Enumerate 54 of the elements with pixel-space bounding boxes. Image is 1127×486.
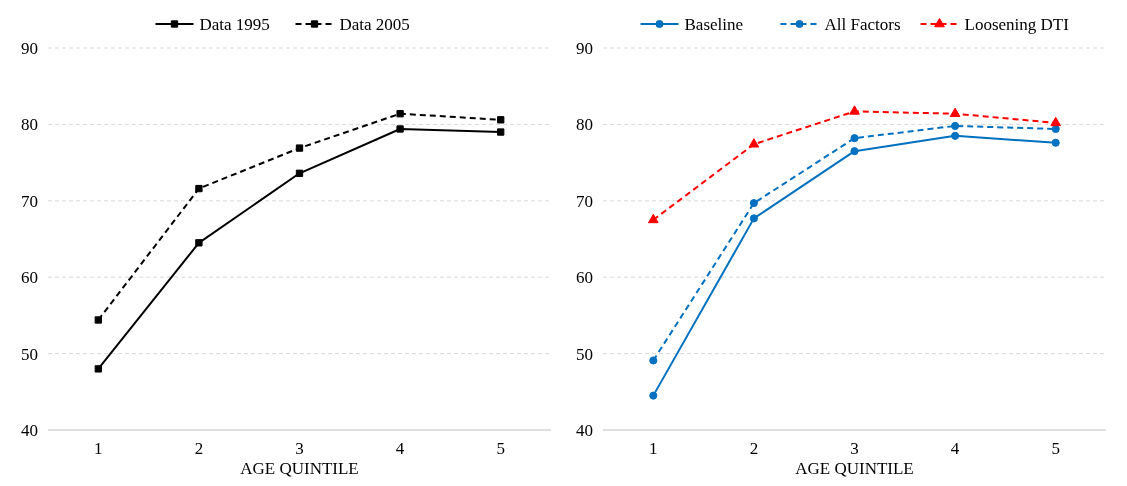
x-axis-title: AGE QUINTILE (795, 459, 914, 478)
point (396, 125, 404, 133)
x-tick-label: 2 (194, 439, 204, 458)
x-tick-label: 4 (950, 439, 960, 458)
legend-label: Data 1995 (199, 14, 270, 34)
x-axis-title: AGE QUINTILE (240, 459, 359, 478)
point (850, 134, 859, 143)
point (849, 105, 860, 115)
point (295, 169, 304, 177)
point (396, 110, 404, 118)
y-tick-label: 40 (21, 420, 38, 440)
point (497, 128, 505, 136)
point (195, 239, 203, 247)
y-tick-label: 70 (21, 191, 38, 211)
point (94, 365, 102, 373)
point (949, 107, 961, 117)
x-tick-label: 1 (649, 439, 658, 458)
point (951, 121, 960, 130)
point (649, 356, 658, 365)
point (850, 147, 859, 156)
legend-label: All Factors (824, 14, 901, 34)
x-tick-label: 4 (395, 439, 405, 458)
x-tick-label: 5 (496, 439, 505, 458)
legend-label: Data 2005 (339, 14, 410, 34)
y-tick-label: 50 (21, 344, 38, 364)
point (649, 391, 658, 400)
point (1051, 124, 1060, 134)
y-tick-label: 60 (576, 268, 593, 288)
point (951, 131, 960, 140)
y-tick-label: 50 (576, 344, 593, 364)
point (647, 213, 659, 224)
x-tick-label: 1 (94, 439, 103, 458)
y-tick-label: 90 (576, 38, 593, 58)
x-tick-label: 5 (1051, 439, 1060, 458)
x-tick-label: 3 (850, 439, 859, 458)
point (195, 184, 203, 193)
point (1050, 116, 1062, 127)
x-tick-label: 2 (749, 439, 759, 458)
point (749, 199, 758, 208)
point (497, 116, 505, 124)
point (295, 144, 304, 152)
y-tick-label: 80 (21, 115, 38, 135)
legend-label: Baseline (684, 14, 744, 34)
y-tick-label: 80 (576, 115, 593, 135)
y-tick-label: 40 (576, 420, 593, 440)
y-tick-label: 70 (576, 191, 593, 211)
y-tick-label: 60 (21, 268, 38, 288)
point (94, 316, 102, 324)
y-tick-label: 90 (21, 38, 38, 58)
x-tick-label: 3 (295, 439, 304, 458)
point (748, 138, 760, 148)
legend-label: Loosening DTI (964, 14, 1070, 34)
point (1051, 138, 1060, 147)
point (749, 214, 758, 223)
